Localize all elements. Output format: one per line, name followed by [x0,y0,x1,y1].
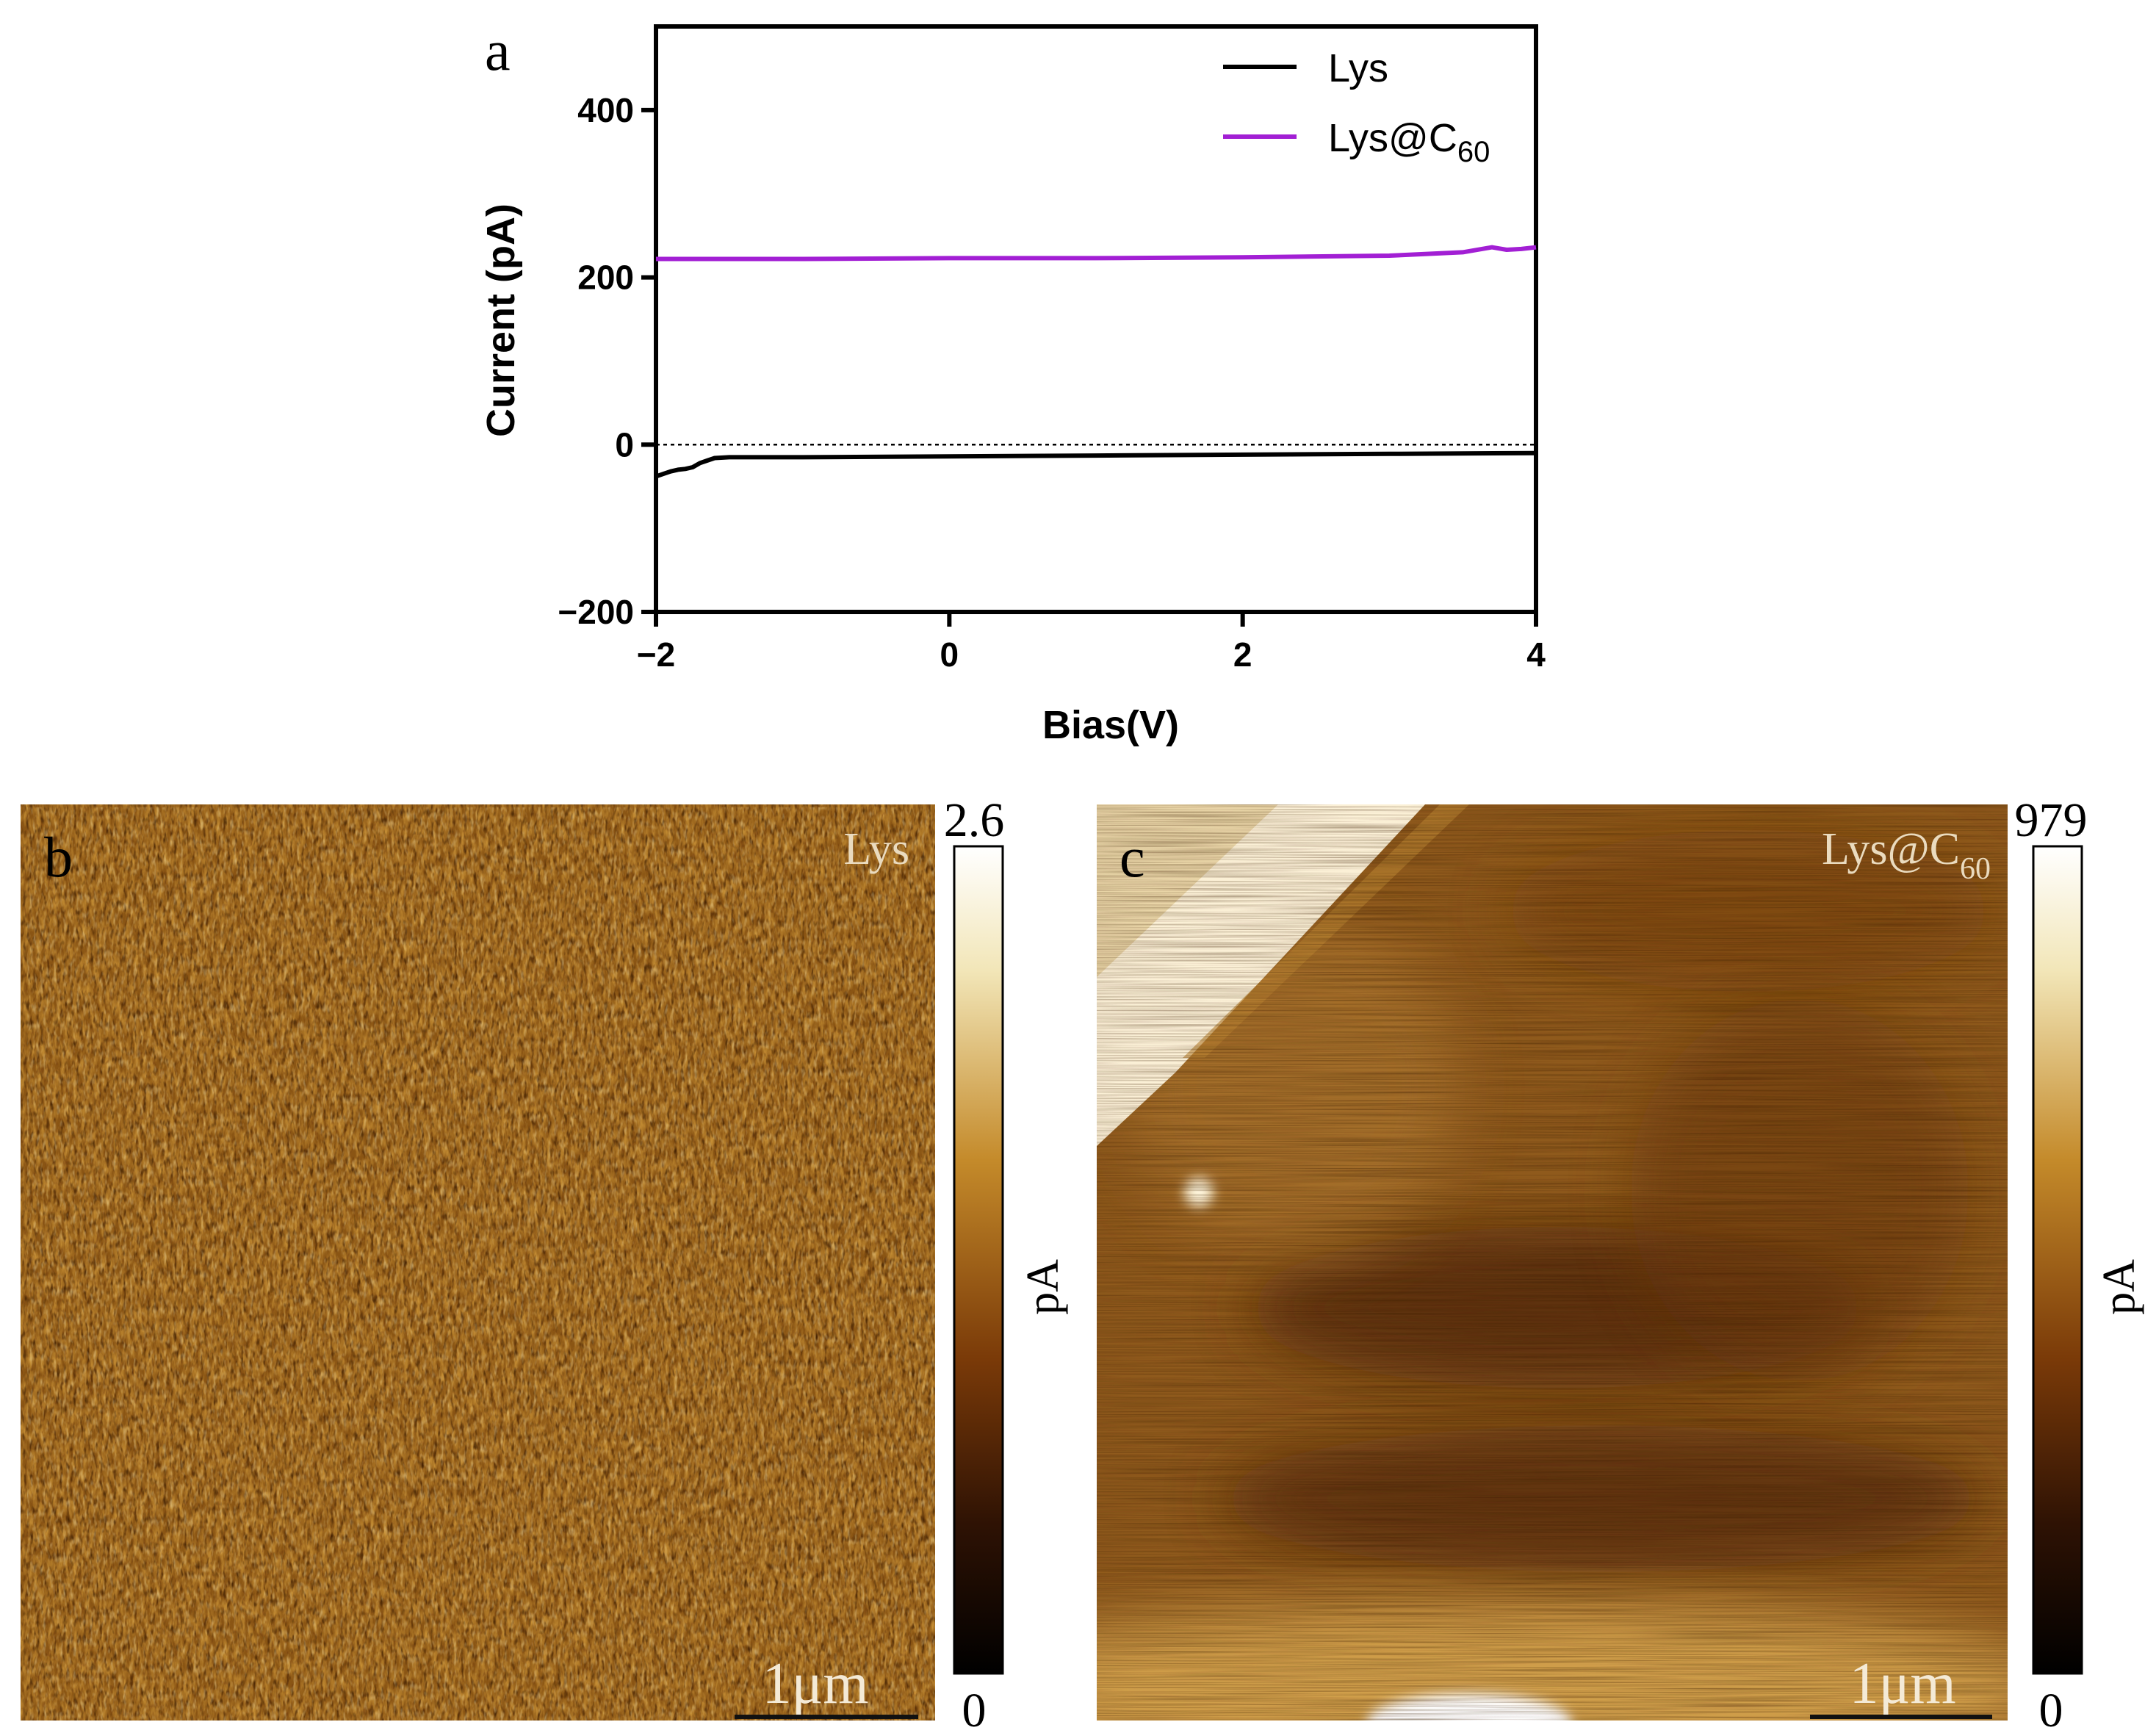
afm-image-lys: b Lys 1μm 2.6 0 pA [21,793,1068,1733]
colorbar-gradient-b [953,845,1004,1675]
panel-letter-c: c [1120,825,1145,889]
series-line-lys-c60 [656,245,1537,262]
x-tick-label: 0 [940,635,959,674]
colorbar-unit-b: pA [1018,1259,1068,1315]
colorbar-min-c: 0 [2039,1684,2063,1733]
x-tick-label: −2 [637,635,675,674]
series-lines [655,245,1537,479]
colorbar-max-c: 979 [2015,793,2088,847]
y-axis-ticks: −200 0 200 400 [558,91,656,631]
sample-label-lys-c60-main: Lys@C [1822,824,1960,874]
x-axis-ticks: −2 0 2 4 [637,612,1546,674]
legend-label-lys: Lys [1328,46,1388,90]
colorbar-unit-c: pA [2094,1259,2144,1315]
scale-bar-label-b: 1μm [762,1651,868,1716]
legend-entry-lys-c60: Lys@C60 [1223,116,1490,168]
series-line-lys [655,450,1537,479]
y-tick-label: 0 [615,425,634,464]
iv-curve-chart: a −200 0 200 400 −2 0 2 4 Bias(V) Current (pA)… [479,18,1546,747]
scale-bar-b [735,1715,918,1719]
scale-bar-label-c: 1μm [1849,1651,1955,1716]
chart-legend: Lys Lys@C60 [1223,46,1490,168]
plot-area: −200 0 200 400 −2 0 2 4 [558,24,1546,674]
y-tick-label: 400 [577,91,634,129]
x-axis-title: Bias(V) [1042,703,1179,747]
y-axis-title: Current (pA) [479,203,523,437]
sample-label-lys-c60: Lys@C60 [1822,824,1991,886]
scale-bar-c [1810,1715,1992,1719]
legend-label-lys-c60: Lys@C60 [1328,116,1490,168]
sample-label-lys: Lys [843,824,909,874]
plot-frame [654,24,1538,614]
afm-image-lys-c60: c Lys@C60 1μm 979 0 pA [1097,793,2145,1733]
colorbar-b: 2.6 0 pA [944,793,1068,1733]
legend-label-lys-c60-main: Lys@C [1328,116,1457,160]
legend-label-lys-c60-sub: 60 [1457,136,1490,168]
sample-label-lys-c60-sub: 60 [1960,852,1991,886]
y-tick-label: −200 [558,593,634,631]
x-tick-label: 4 [1526,635,1546,674]
colorbar-gradient-c [2032,845,2083,1675]
x-tick-label: 2 [1233,635,1252,674]
colorbar-max-b: 2.6 [944,793,1005,847]
panel-letter-a: a [485,18,511,82]
colorbar-min-b: 0 [962,1684,987,1733]
y-tick-label: 200 [577,259,634,297]
colorbar-c: 979 0 pA [2015,793,2145,1733]
panel-letter-b: b [44,825,73,889]
legend-entry-lys: Lys [1223,46,1388,90]
